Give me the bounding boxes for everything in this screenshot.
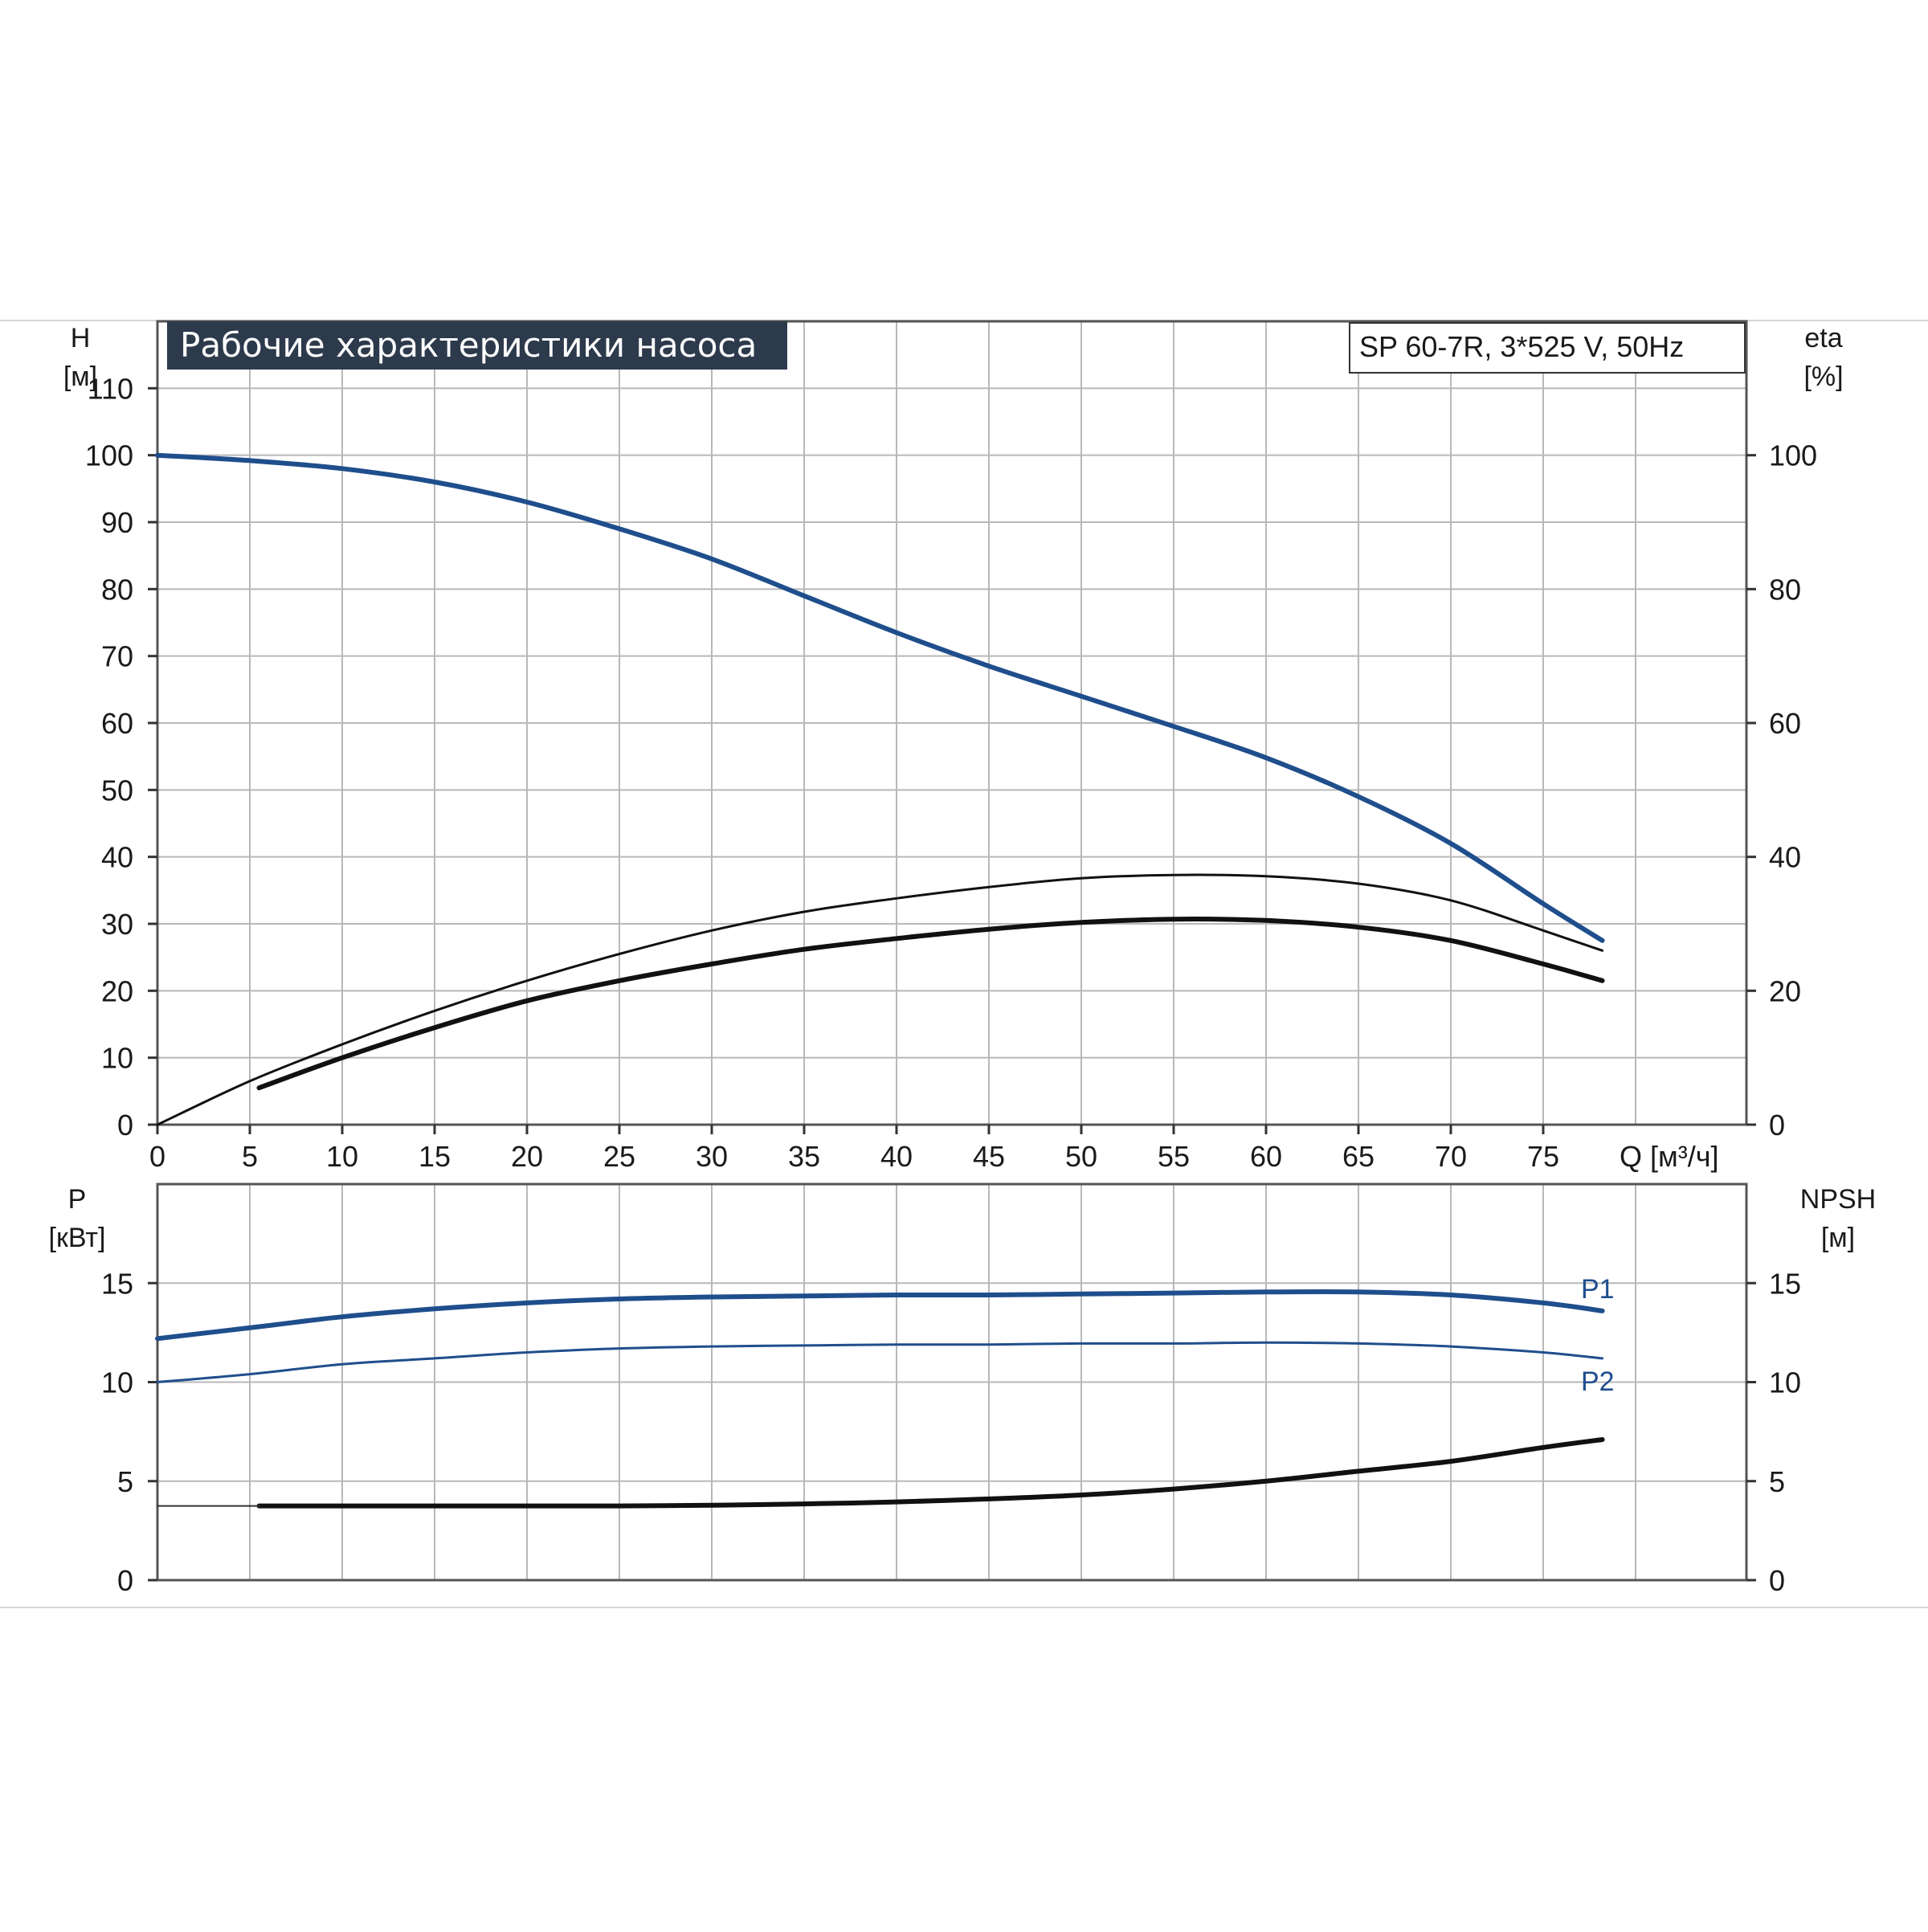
npsh-axis-title: NPSH <box>1800 1184 1876 1215</box>
title-box <box>167 321 787 370</box>
x-tick-label: 55 <box>1158 1140 1190 1173</box>
x-tick-label: 15 <box>419 1140 451 1173</box>
x-tick-label: 50 <box>1065 1140 1097 1173</box>
x-tick-label: 5 <box>242 1140 258 1173</box>
p2-series-label: P2 <box>1581 1366 1615 1397</box>
eta-axis-title: eta <box>1804 323 1842 353</box>
x-tick-label: 35 <box>788 1140 820 1173</box>
x-tick-label: 0 <box>149 1140 165 1173</box>
y2-tick-label: 80 <box>1769 573 1801 606</box>
y-tick-label: 10 <box>101 1042 133 1075</box>
y-tick-label: 30 <box>101 908 133 941</box>
series-line-eta_lower <box>256 917 1605 1091</box>
x-tick-label: 60 <box>1250 1140 1282 1173</box>
x-tick-label: 40 <box>880 1140 913 1173</box>
y-tick-label: 80 <box>101 573 133 606</box>
x-tick-label: 10 <box>326 1140 358 1173</box>
p-tick-label: 0 <box>117 1564 133 1597</box>
p-axis-title: P <box>68 1184 87 1215</box>
p-axis-unit: [кВт] <box>49 1223 106 1253</box>
h-axis-title: H <box>71 323 91 353</box>
y-tick-label: 0 <box>117 1109 133 1142</box>
x-tick-label: 25 <box>603 1140 635 1173</box>
y2-tick-label: 40 <box>1769 841 1801 874</box>
x-tick-label: 70 <box>1435 1140 1467 1173</box>
y-tick-label: 100 <box>85 439 133 472</box>
p-tick-label: 15 <box>101 1267 133 1300</box>
y-tick-label: 60 <box>101 707 133 740</box>
y2-tick-label: 0 <box>1769 1109 1785 1142</box>
series-line-P2 <box>156 1341 1604 1383</box>
series-line-P1 <box>155 1289 1605 1342</box>
y-tick-label: 20 <box>101 974 133 1007</box>
p1-series-label: P1 <box>1581 1274 1615 1305</box>
q-axis-title: Q [м³/ч] <box>1620 1140 1719 1173</box>
x-tick-label: 45 <box>973 1140 1005 1173</box>
model-label-box <box>1349 322 1746 374</box>
top-ticks: 0 10 20 30 40 50 60 70 80 90 100 110 0 20 40 60 80 100 0 5 1… <box>85 372 1817 1173</box>
model-label: SP 60-7R, 3*525 V, 50Hz <box>1359 330 1684 363</box>
y2-tick-label: 60 <box>1769 707 1801 740</box>
bottom-ticks: 0 5 10 15 0 5 10 15 <box>101 1267 1801 1597</box>
y-tick-label: 70 <box>101 640 133 673</box>
series-line-NPSH <box>256 1437 1605 1509</box>
p-tick-label: 10 <box>101 1366 133 1399</box>
npsh-tick-label: 5 <box>1769 1465 1785 1498</box>
series-line-eta_upper <box>156 873 1604 1126</box>
x-tick-label: 30 <box>696 1140 728 1173</box>
y2-tick-label: 20 <box>1769 974 1801 1007</box>
npsh-tick-label: 10 <box>1769 1366 1801 1399</box>
x-tick-label: 20 <box>511 1140 543 1173</box>
series-line-H <box>155 452 1605 943</box>
y-tick-label: 50 <box>101 774 133 807</box>
npsh-tick-label: 15 <box>1769 1267 1801 1300</box>
y-tick-label: 40 <box>101 841 133 874</box>
x-tick-label: 65 <box>1342 1140 1375 1173</box>
top-grid <box>157 321 1746 1125</box>
chart-title: Рабочие характеристики насоса <box>180 325 757 365</box>
npsh-tick-label: 0 <box>1769 1564 1785 1597</box>
x-tick-label: 75 <box>1527 1140 1559 1173</box>
top-series <box>155 452 1605 1126</box>
eta-axis-unit: [%] <box>1803 361 1843 392</box>
bottom-grid <box>157 1184 1746 1580</box>
p-tick-label: 5 <box>117 1465 133 1498</box>
h-axis-unit: [м] <box>63 361 97 392</box>
bottom-series <box>155 1289 1605 1509</box>
y2-tick-label: 100 <box>1769 439 1817 472</box>
y-tick-label: 90 <box>101 506 133 539</box>
npsh-axis-unit: [м] <box>1821 1223 1855 1253</box>
y-tick-label: 110 <box>88 372 133 405</box>
